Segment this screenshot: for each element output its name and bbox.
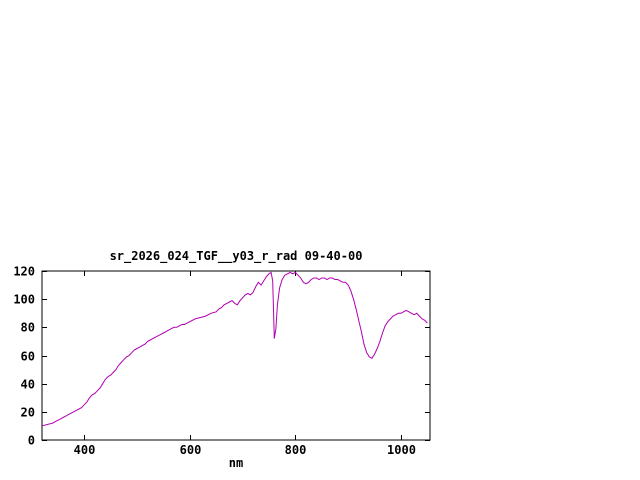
spectrum-line: [41, 271, 428, 427]
y-tick-label: 60: [21, 350, 35, 364]
x-tick-label: 400: [74, 443, 96, 457]
chart-title: sr_2026_024_TGF__y03_r_rad 09-40-00: [109, 249, 363, 263]
y-tick-label: 40: [21, 378, 35, 392]
x-tick-label: 800: [285, 443, 307, 457]
x-tick-label: 600: [180, 443, 202, 457]
x-axis-label: nm: [228, 456, 244, 470]
plot-border: [41, 270, 431, 441]
y-tick-label: 0: [28, 434, 35, 448]
y-tick-label: 100: [13, 293, 35, 307]
y-tick-label: 20: [21, 406, 35, 420]
x-tick-label: 1000: [387, 443, 416, 457]
y-tick-label: 120: [13, 265, 35, 279]
y-tick-label: 80: [21, 321, 35, 335]
